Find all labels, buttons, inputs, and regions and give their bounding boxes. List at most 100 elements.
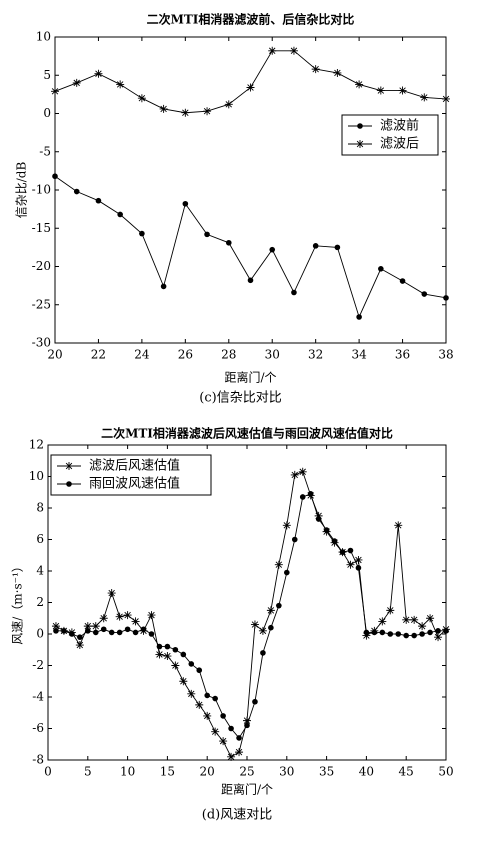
- data-point: [243, 716, 251, 725]
- data-point: [219, 737, 228, 746]
- data-point: [235, 748, 244, 757]
- data-point: [402, 615, 411, 624]
- caption: (c)信杂比对比: [199, 391, 281, 406]
- data-point: [75, 641, 84, 650]
- y-tick-label: -25: [32, 297, 51, 311]
- y-tick-label: 2: [36, 595, 44, 609]
- data-point: [410, 615, 419, 624]
- data-point: [236, 735, 242, 741]
- data-point: [52, 173, 58, 180]
- x-tick-label: 25: [239, 765, 254, 779]
- data-point: [140, 626, 147, 633]
- data-point: [131, 617, 140, 626]
- data-point: [99, 614, 108, 623]
- data-point: [123, 611, 132, 620]
- data-point: [268, 624, 274, 631]
- data-point: [228, 725, 234, 732]
- data-point: [443, 628, 449, 634]
- x-tick-label: 24: [134, 348, 150, 362]
- data-point: [435, 628, 441, 634]
- data-point: [95, 197, 102, 204]
- data-point: [164, 643, 171, 650]
- data-point: [274, 560, 283, 569]
- data-point: [116, 80, 125, 89]
- data-point: [246, 83, 255, 92]
- data-point: [139, 230, 145, 237]
- data-point: [69, 631, 75, 637]
- x-tick-label: 28: [221, 348, 236, 362]
- data-point: [212, 695, 218, 702]
- data-point: [179, 677, 188, 686]
- y-axis-label: 风速/（m·s⁻¹）: [11, 560, 25, 645]
- data-point: [203, 107, 212, 116]
- data-point: [91, 622, 100, 631]
- y-tick-label: -6: [32, 721, 44, 735]
- data-point: [53, 628, 59, 634]
- data-point: [83, 622, 92, 631]
- data-point: [420, 93, 429, 102]
- data-point: [172, 646, 179, 653]
- data-point: [334, 244, 341, 251]
- data-point: [307, 491, 314, 497]
- data-point: [443, 295, 449, 301]
- data-point: [203, 711, 212, 720]
- data-point: [395, 631, 402, 637]
- data-point: [260, 650, 266, 656]
- data-point: [171, 661, 180, 670]
- data-point: [339, 549, 346, 555]
- data-point: [356, 314, 362, 320]
- x-tick-label: 20: [200, 765, 215, 779]
- data-point: [421, 291, 428, 297]
- data-point: [299, 494, 306, 500]
- data-point: [115, 612, 124, 621]
- data-point: [148, 631, 155, 637]
- series-line: [54, 50, 447, 114]
- data-point: [418, 622, 427, 631]
- data-point: [355, 80, 364, 89]
- data-point: [250, 620, 259, 629]
- data-point: [51, 622, 60, 631]
- data-point: [346, 560, 355, 569]
- y-tick-label: -15: [32, 221, 51, 235]
- data-point: [315, 516, 322, 522]
- data-point: [284, 569, 290, 576]
- data-point: [252, 698, 258, 705]
- legend-marker: [357, 123, 363, 129]
- data-point: [204, 692, 210, 699]
- x-tick-label: 10: [120, 765, 135, 779]
- series: [51, 46, 450, 117]
- data-point: [117, 211, 123, 218]
- data-point: [163, 652, 172, 661]
- data-point: [371, 629, 378, 636]
- y-tick-label: 8: [36, 501, 44, 515]
- plot-frame: [54, 36, 447, 344]
- data-point: [188, 661, 195, 667]
- x-tick-label: 15: [160, 765, 175, 779]
- data-point: [258, 626, 267, 635]
- x-tick-label: 36: [395, 348, 410, 362]
- y-tick-label: -5: [39, 144, 51, 158]
- x-tick-label: 45: [399, 765, 414, 779]
- legend-marker: [65, 462, 73, 470]
- data-point: [378, 617, 387, 626]
- data-point: [244, 722, 250, 729]
- y-tick-label: 10: [29, 469, 44, 483]
- x-axis-label: 距离门/个: [224, 370, 276, 385]
- data-point: [61, 628, 67, 634]
- x-tick-label: 22: [91, 348, 106, 362]
- data-point: [398, 86, 407, 95]
- data-point: [355, 565, 362, 571]
- data-point: [227, 752, 236, 761]
- data-point: [85, 628, 91, 634]
- series: [53, 491, 449, 741]
- data-point: [160, 283, 167, 290]
- data-point: [108, 629, 115, 636]
- y-tick-label: 6: [36, 532, 44, 546]
- data-point: [224, 100, 233, 109]
- data-point: [333, 68, 342, 77]
- legend-marker: [356, 140, 364, 148]
- data-point: [298, 467, 307, 476]
- y-tick-label: 5: [43, 68, 51, 82]
- data-point: [387, 631, 394, 637]
- y-tick-label: -30: [32, 336, 51, 350]
